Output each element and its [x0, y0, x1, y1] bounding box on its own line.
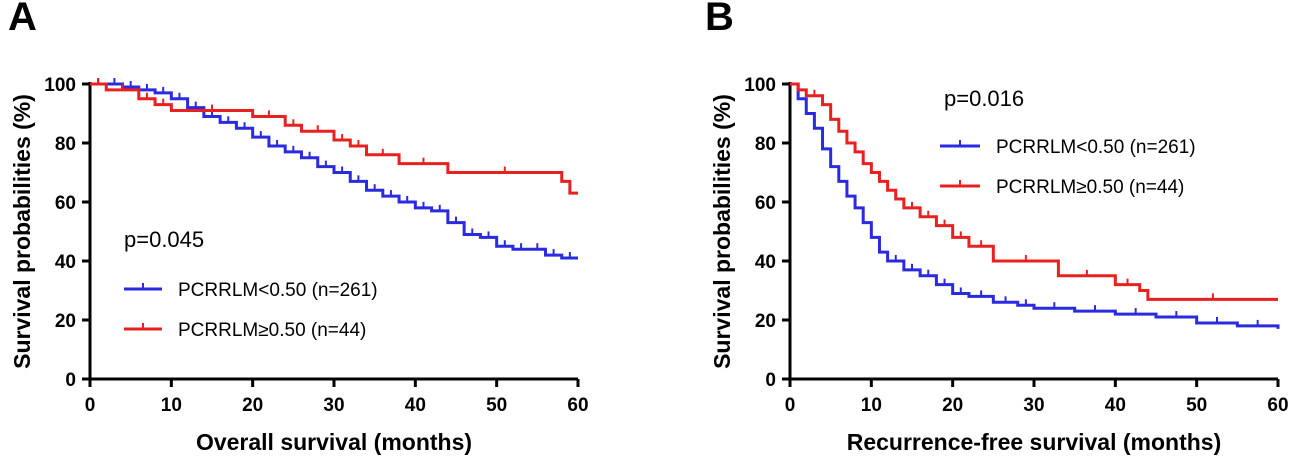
x-tick-label: 20	[242, 395, 263, 416]
p-value-annotation: p=0.045	[124, 227, 204, 252]
legend-label: PCRRLM≥0.50 (n=44)	[996, 177, 1184, 198]
x-tick-label: 10	[161, 395, 182, 416]
x-tick-label: 50	[486, 395, 507, 416]
panel-letter: A	[8, 0, 37, 39]
legend-label: PCRRLM≥0.50 (n=44)	[178, 320, 366, 341]
survival-curve-low	[790, 82, 1280, 329]
x-tick-label: 0	[85, 395, 96, 416]
legend-label: PCRRLM<0.50 (n=261)	[178, 280, 378, 301]
x-tick-label: 40	[405, 395, 426, 416]
x-tick-label: 60	[1267, 395, 1288, 416]
y-tick-label: 40	[755, 252, 776, 273]
chart-panel-b: B 0 10 20 30 40 50 60 0 20 40 60 80 100 Recurrence-fre…	[705, 0, 1289, 455]
y-tick-label: 20	[55, 311, 76, 332]
x-tick-label: 60	[567, 395, 588, 416]
panel-letter: B	[705, 0, 734, 39]
y-tick-label: 0	[65, 370, 76, 391]
y-tick-label: 80	[755, 134, 776, 155]
x-axis-title: Overall survival (months)	[196, 429, 472, 455]
x-tick-label: 30	[323, 395, 344, 416]
x-tick-label: 0	[785, 395, 796, 416]
y-tick-label: 100	[44, 75, 76, 96]
legend-label: PCRRLM<0.50 (n=261)	[996, 137, 1196, 158]
y-tick-label: 20	[755, 311, 776, 332]
x-tick-label: 50	[1186, 395, 1207, 416]
y-tick-label: 40	[55, 252, 76, 273]
chart-panel-a: A 0 10 20 30 40 50 60 0 20 40 60 80 100 Overall surviv…	[8, 0, 589, 455]
x-axis-title: Recurrence-free survival (months)	[847, 429, 1222, 455]
y-axis-title: Survival probabilities (%)	[9, 94, 35, 369]
y-axis-title: Survival probabilities (%)	[709, 94, 735, 369]
x-tick-label: 20	[942, 395, 963, 416]
y-tick-label: 100	[744, 75, 776, 96]
y-tick-label: 60	[55, 193, 76, 214]
survival-curve-high	[790, 82, 1278, 301]
y-tick-label: 60	[755, 193, 776, 214]
x-tick-label: 40	[1105, 395, 1126, 416]
y-tick-label: 80	[55, 134, 76, 155]
x-tick-label: 10	[861, 395, 882, 416]
p-value-annotation: p=0.016	[944, 86, 1024, 111]
x-tick-label: 30	[1023, 395, 1044, 416]
y-tick-label: 0	[765, 370, 776, 391]
